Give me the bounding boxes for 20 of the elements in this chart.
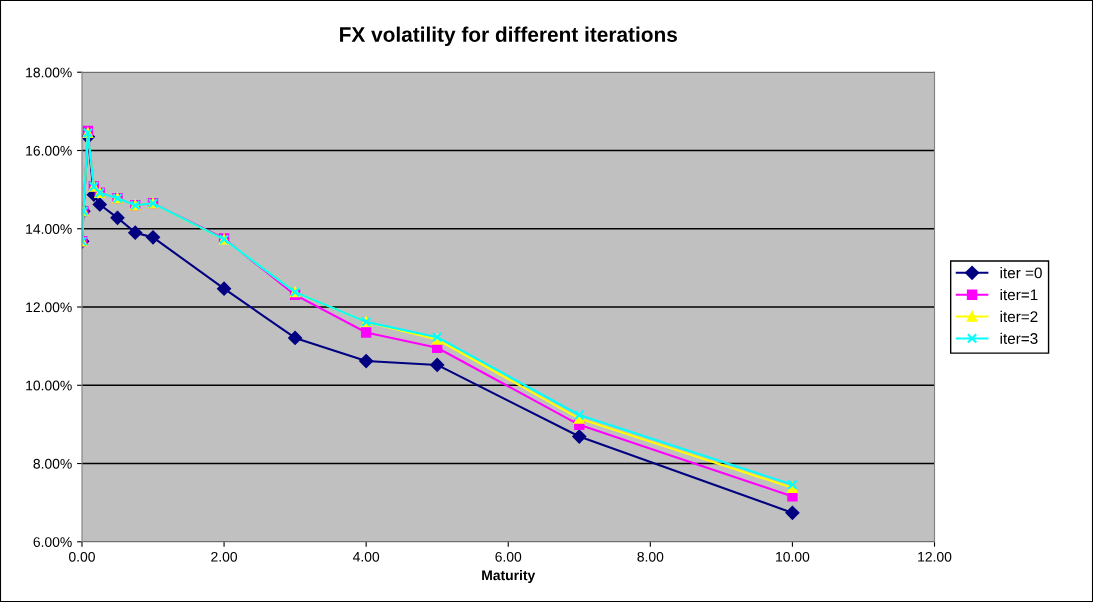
x-tick-label: 6.00 xyxy=(495,551,522,562)
x-tick-label: 0.00 xyxy=(69,551,95,562)
x-tick-label: 4.00 xyxy=(352,551,380,562)
x-axis-title: Maturity xyxy=(482,570,536,583)
y-tick-label: 8.00% xyxy=(33,458,72,469)
y-tick-label: 16.00% xyxy=(26,145,72,156)
legend-label: iter =0 xyxy=(1000,267,1042,279)
legend-label: iter=1 xyxy=(1000,288,1038,301)
x-tick-label: 2.00 xyxy=(211,551,238,562)
y-tick-label: 12.00% xyxy=(26,302,72,313)
y-tick-label: 14.00% xyxy=(26,224,72,234)
y-tick-label: 6.00% xyxy=(33,537,72,547)
x-tick-label: 12.00 xyxy=(918,551,952,562)
x-tick-label: 10.00 xyxy=(776,551,810,562)
y-tick-label: 18.00% xyxy=(26,67,72,78)
y-tick-label: 10.00% xyxy=(26,380,72,391)
legend-label: iter=3 xyxy=(1000,332,1038,344)
x-tick-label: 8.00 xyxy=(637,551,664,562)
chart-title: FX volatility for different iterations xyxy=(340,26,677,47)
legend-label: iter=2 xyxy=(1000,310,1038,323)
